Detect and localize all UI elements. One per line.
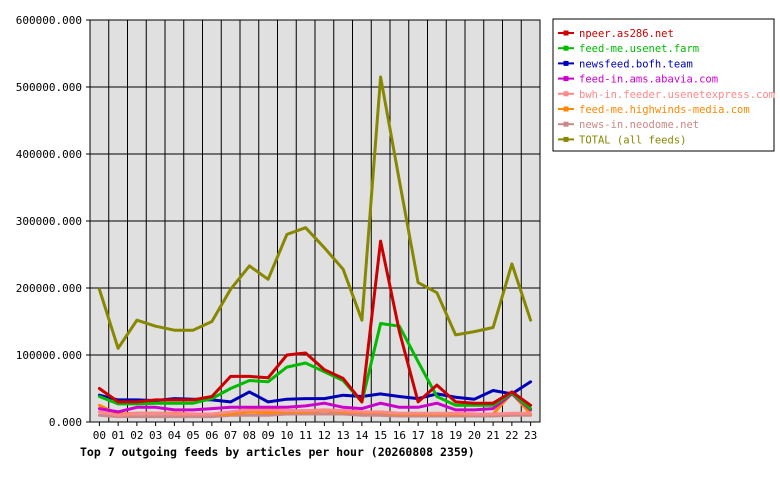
- x-tick-label: 15: [374, 429, 387, 442]
- x-tick-label: 07: [224, 429, 237, 442]
- x-tick-label: 18: [430, 429, 443, 442]
- x-tick-label: 17: [412, 429, 425, 442]
- legend-marker: [564, 91, 569, 96]
- legend-marker: [564, 46, 569, 51]
- y-tick-label: 300000.000: [16, 215, 82, 228]
- y-tick-label: 400000.000: [16, 148, 82, 161]
- legend: npeer.as286.net feed-me.usenet.farm newsfe…: [553, 19, 775, 151]
- y-tick-label: 600000.000: [16, 14, 82, 27]
- x-axis: 00 01 02 03 04 05 06 07 08 09 10 11 12 13 14 15 16 17 18 19…: [93, 422, 538, 442]
- x-tick-label: 08: [243, 429, 256, 442]
- x-tick-label: 04: [168, 429, 182, 442]
- x-tick-label: 23: [524, 429, 537, 442]
- legend-label: feed-me.highwinds-media.com: [579, 104, 750, 116]
- legend-marker: [564, 137, 569, 142]
- legend-label: bwh-in.feeder.usenetexpress.com: [579, 89, 775, 101]
- legend-marker: [564, 76, 569, 81]
- legend-label: feed-in.ams.abavia.com: [579, 74, 718, 86]
- legend-label: TOTAL (all feeds): [579, 134, 686, 146]
- x-tick-label: 10: [280, 429, 293, 442]
- x-tick-label: 09: [262, 429, 275, 442]
- legend-marker: [564, 122, 569, 127]
- x-tick-label: 21: [487, 429, 500, 442]
- x-tick-label: 02: [130, 429, 143, 442]
- x-tick-label: 05: [187, 429, 200, 442]
- legend-marker: [564, 61, 569, 66]
- x-tick-label: 22: [505, 429, 518, 442]
- x-tick-label: 01: [112, 429, 125, 442]
- x-tick-label: 13: [337, 429, 350, 442]
- y-tick-label: 500000.000: [16, 81, 82, 94]
- legend-label: newsfeed.bofh.team: [579, 58, 693, 70]
- legend-label: feed-me.usenet.farm: [579, 43, 699, 55]
- legend-label: npeer.as286.net: [579, 28, 674, 40]
- x-tick-label: 20: [468, 429, 481, 442]
- x-tick-label: 16: [393, 429, 406, 442]
- y-tick-label: 0.000: [49, 416, 82, 429]
- legend-marker: [564, 31, 569, 36]
- legend-marker: [564, 107, 569, 112]
- x-tick-label: 14: [355, 429, 369, 442]
- x-tick-label: 03: [149, 429, 162, 442]
- y-axis: 0.000 100000.000 200000.000 300000.000 40000…: [16, 14, 90, 429]
- x-tick-label: 11: [299, 429, 312, 442]
- x-tick-label: 00: [93, 429, 106, 442]
- x-tick-label: 06: [205, 429, 218, 442]
- x-tick-label: 19: [449, 429, 462, 442]
- chart-title: Top 7 outgoing feeds by articles per hou…: [80, 445, 475, 459]
- legend-label: news-in.neodome.net: [579, 119, 699, 131]
- x-tick-label: 12: [318, 429, 331, 442]
- y-tick-label: 100000.000: [16, 349, 82, 362]
- y-tick-label: 200000.000: [16, 282, 82, 295]
